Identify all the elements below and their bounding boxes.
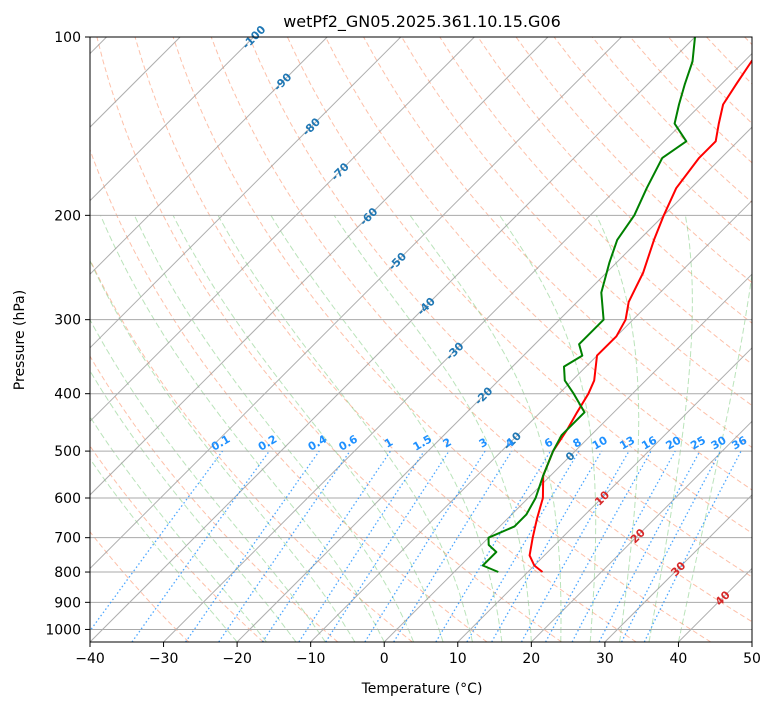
mixing-ratio-line <box>261 450 392 642</box>
x-axis-ticks: −40 −30 −20 −10 0 10 20 30 40 50 <box>75 642 761 667</box>
dry-adiabat-line <box>90 148 488 642</box>
mixing-ratio-line <box>393 450 513 642</box>
isotherm-line <box>236 126 752 642</box>
isotherm-line <box>90 37 622 570</box>
chart-title: wetPf2_GN05.2025.361.10.15.G06 <box>283 12 561 32</box>
dry-adiabat-line <box>90 355 339 642</box>
dry-adiabat-line <box>515 37 752 284</box>
y-tick-label: 700 <box>54 531 81 547</box>
mixing-ratio-line <box>298 450 425 642</box>
isotherm-line <box>90 37 475 423</box>
y-axis-ticks: 100 200 300 400 500 600 700 800 900 1000 <box>45 30 90 638</box>
y-tick-label: 900 <box>54 595 81 611</box>
x-tick-label: 0 <box>380 651 389 667</box>
dry-adiabat-line <box>90 531 190 642</box>
dry-adiabat-line <box>96 37 562 642</box>
background-lines <box>90 37 752 642</box>
x-tick-label: −30 <box>149 651 179 667</box>
isotherm-line <box>457 347 752 642</box>
mixing-ratio-line <box>643 450 742 642</box>
dry-adiabat-line <box>325 37 752 491</box>
dry-adiabat-line <box>210 37 752 623</box>
mixing-ratio-line <box>571 450 676 642</box>
isotherm-line <box>90 37 255 202</box>
moist-adiabat-line <box>333 215 532 642</box>
y-tick-label: 400 <box>54 387 81 403</box>
dry-adiabat-line <box>248 37 752 578</box>
moist-adiabat-line <box>90 369 297 642</box>
mixing-ratio-line <box>520 450 630 642</box>
x-tick-label: 50 <box>743 651 761 667</box>
x-tick-label: 40 <box>669 651 687 667</box>
sounding-line-2 <box>481 37 696 573</box>
y-tick-label: 600 <box>54 491 81 507</box>
y-tick-label: 200 <box>54 208 81 224</box>
mixing-ratio-line <box>325 450 450 642</box>
moist-adiabat-line <box>90 259 356 642</box>
y-tick-label: 800 <box>54 565 81 581</box>
mixing-ratio-line <box>90 450 224 632</box>
y-axis-label: Pressure (hPa) <box>12 290 28 390</box>
moist-adiabat-line <box>595 215 640 642</box>
moist-adiabat-line <box>270 215 503 642</box>
x-tick-label: 20 <box>522 651 540 667</box>
isotherm-line <box>90 37 328 275</box>
y-tick-label: 300 <box>54 313 81 329</box>
mixing-ratio-line <box>218 450 351 642</box>
moist-adiabat-line <box>172 215 444 642</box>
moist-adiabat-line <box>133 215 415 642</box>
mixing-ratio-line <box>131 450 270 642</box>
y-tick-label: 1000 <box>45 622 81 638</box>
isotherm-line <box>530 420 752 642</box>
dry-adiabat-line <box>134 37 637 642</box>
mixing-ratio-line <box>185 450 320 642</box>
isotherm-line <box>163 52 752 642</box>
dry-adiabat-line <box>401 37 752 407</box>
moist-adiabat-line <box>677 270 752 642</box>
isotherm-line <box>90 37 696 642</box>
x-tick-label: 10 <box>449 651 467 667</box>
y-tick-label: 500 <box>54 444 81 460</box>
x-tick-label: −20 <box>222 651 252 667</box>
x-tick-label: 30 <box>596 651 614 667</box>
sounding-profiles <box>481 37 752 573</box>
isotherm-line <box>383 273 752 642</box>
moist-adiabat-line <box>90 457 238 642</box>
x-tick-label: −10 <box>296 651 326 667</box>
moist-adiabat-line <box>499 215 597 642</box>
sounding-line-1 <box>528 58 752 573</box>
x-axis-label: Temperature (°C) <box>361 681 483 697</box>
mixing-ratio-line <box>545 450 652 642</box>
x-tick-label: −40 <box>75 651 105 667</box>
moist-adiabat-line <box>217 215 473 642</box>
isotherm-line <box>90 37 549 496</box>
plot-frame <box>89 36 753 643</box>
y-tick-label: 100 <box>54 30 81 46</box>
moist-adiabat-line <box>648 215 693 642</box>
isotherm-line <box>604 494 752 642</box>
moist-adiabat-line <box>90 318 326 642</box>
moist-adiabat-line <box>90 415 267 642</box>
isotherm-line <box>90 37 402 349</box>
dry-adiabat-line <box>90 445 264 642</box>
moist-adiabat-line <box>409 215 562 642</box>
dry-adiabat-line <box>477 37 752 324</box>
